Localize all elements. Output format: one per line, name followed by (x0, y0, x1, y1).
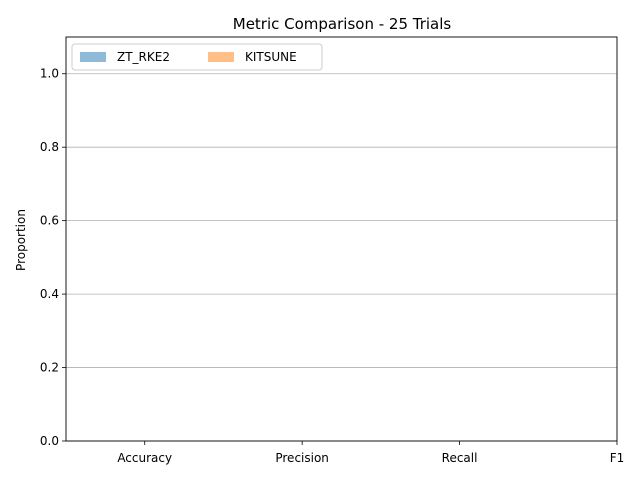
y-tick-label: 0.0 (40, 434, 59, 448)
x-tick-label: Accuracy (117, 451, 172, 465)
legend-box (71, 43, 323, 71)
legend-swatch (208, 52, 234, 62)
y-axis-label: Proportion (14, 209, 28, 271)
axes (65, 36, 618, 442)
chart-title: Metric Comparison - 25 Trials (233, 15, 452, 33)
x-tick-label: Precision (275, 451, 329, 465)
y-tick-label: 1.0 (40, 67, 59, 81)
y-tick-label: 0.2 (40, 361, 59, 375)
plot-frame (65, 36, 618, 442)
legend-label: ZT_RKE2 (117, 50, 170, 64)
y-tick-label: 0.8 (40, 140, 59, 154)
legend: ZT_RKE2 KITSUNE (71, 43, 323, 71)
x-tick-label: F1 (610, 451, 625, 465)
y-axis-ticks: 0.0 0.2 0.4 0.6 0.8 1.0 (40, 67, 66, 448)
x-tick-label: Recall (442, 451, 478, 465)
y-tick-label: 0.4 (40, 287, 59, 301)
y-tick-label: 0.6 (40, 214, 59, 228)
legend-swatch (80, 52, 106, 62)
gridlines (66, 73, 617, 442)
x-axis-ticks: Accuracy Precision Recall F1 (117, 441, 624, 465)
legend-label: KITSUNE (245, 50, 297, 64)
